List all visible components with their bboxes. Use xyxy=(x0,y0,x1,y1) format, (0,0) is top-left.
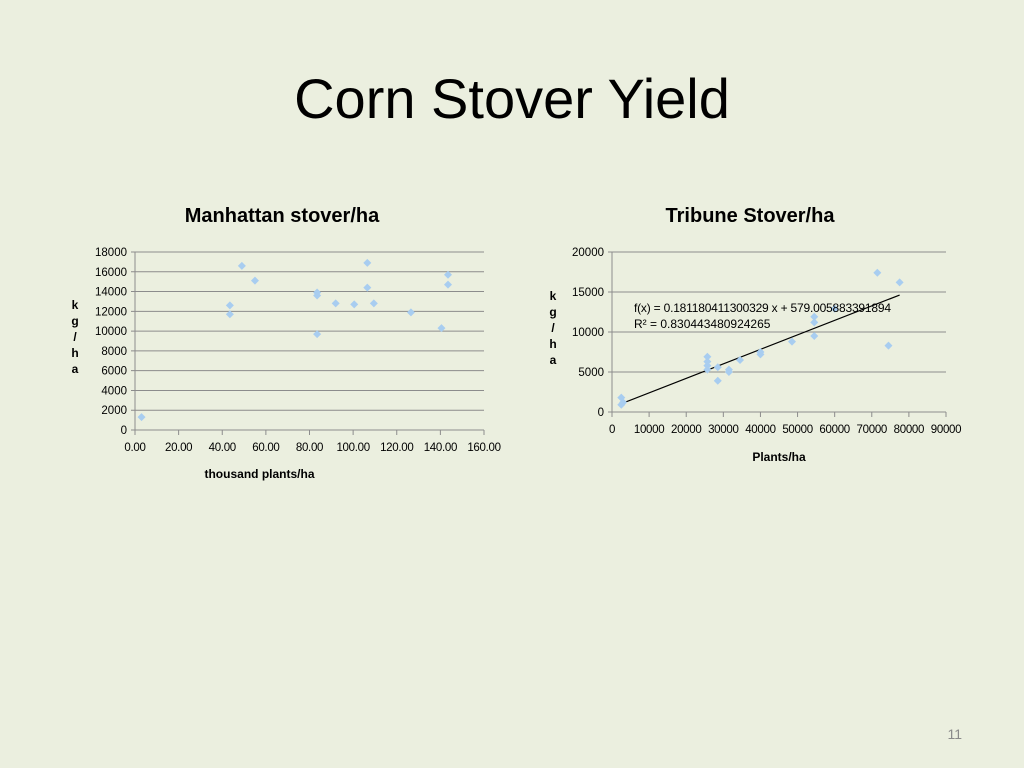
tribune-x-axis-label: Plants/ha xyxy=(752,450,806,464)
manhattan-x-tick-label: 60.00 xyxy=(252,442,279,454)
tribune-data-point xyxy=(619,398,628,407)
manhattan-x-tick-label: 40.00 xyxy=(209,442,236,454)
manhattan-data-point xyxy=(250,276,259,285)
manhattan-y-tick-label: 14000 xyxy=(95,287,127,299)
manhattan-y-tick-label: 12000 xyxy=(95,306,127,318)
tribune-data-point xyxy=(713,363,722,372)
manhattan-data-point xyxy=(437,324,446,333)
manhattan-data-point xyxy=(444,280,453,289)
manhattan-data-point xyxy=(225,301,234,310)
tribune-data-point xyxy=(756,350,765,359)
manhattan-y-axis-label: k g / h a xyxy=(71,298,78,376)
tribune-data-point xyxy=(810,312,819,321)
tribune-x-tick-label: 40000 xyxy=(745,424,775,436)
tribune-data-point xyxy=(830,304,839,313)
tribune-trendline-r2: R² = 0.830443480924265 xyxy=(634,317,771,331)
tribune-data-point xyxy=(884,341,893,350)
manhattan-y-tick-label: 2000 xyxy=(101,405,127,417)
manhattan-data-point xyxy=(369,299,378,308)
tribune-data-point xyxy=(873,268,882,277)
manhattan-x-tick-label: 100.00 xyxy=(336,442,369,454)
tribune-data-point xyxy=(713,376,722,385)
tribune-data-point xyxy=(787,337,796,346)
manhattan-chart-title: Manhattan stover/ha xyxy=(185,205,380,227)
tribune-x-tick-label: 70000 xyxy=(857,424,887,436)
tribune-y-tick-label: 5000 xyxy=(578,367,604,379)
tribune-y-tick-label: 15000 xyxy=(572,287,604,299)
tribune-trendline-equation: f(x) = 0.181180411300329 x + 579.0058833… xyxy=(634,301,891,315)
manhattan-data-point xyxy=(225,310,234,319)
manhattan-data-point xyxy=(444,270,453,279)
tribune-x-tick-label: 90000 xyxy=(931,424,961,436)
manhattan-data-point xyxy=(137,413,146,422)
tribune-y-tick-label: 0 xyxy=(598,407,604,419)
tribune-x-tick-label: 60000 xyxy=(819,424,849,436)
manhattan-y-tick-label: 8000 xyxy=(101,346,127,358)
manhattan-x-axis-label: thousand plants/ha xyxy=(204,467,314,481)
tribune-y-tick-label: 10000 xyxy=(572,327,604,339)
manhattan-data-point xyxy=(331,299,340,308)
manhattan-data-point xyxy=(237,261,246,270)
manhattan-y-tick-label: 18000 xyxy=(95,247,127,259)
manhattan-y-tick-label: 16000 xyxy=(95,267,127,279)
manhattan-data-point xyxy=(406,308,415,317)
slide-title: Corn Stover Yield xyxy=(294,67,730,130)
tribune-chart-title: Tribune Stover/ha xyxy=(666,205,836,227)
tribune-y-tick-label: 20000 xyxy=(572,247,604,259)
slide-number: 11 xyxy=(947,726,962,742)
tribune-x-tick-label: 10000 xyxy=(634,424,664,436)
tribune-x-tick-label: 20000 xyxy=(671,424,701,436)
manhattan-x-tick-label: 20.00 xyxy=(165,442,192,454)
manhattan-x-tick-label: 80.00 xyxy=(296,442,323,454)
manhattan-y-tick-label: 4000 xyxy=(101,385,127,397)
tribune-data-point xyxy=(895,278,904,287)
tribune-x-tick-label: 0 xyxy=(609,424,615,436)
tribune-data-point xyxy=(810,318,819,327)
tribune-x-tick-label: 50000 xyxy=(782,424,812,436)
manhattan-data-point xyxy=(363,258,372,267)
manhattan-data-point xyxy=(350,300,359,309)
manhattan-data-point xyxy=(313,291,322,300)
tribune-data-point xyxy=(724,368,733,376)
tribune-data-point xyxy=(810,332,819,340)
manhattan-x-tick-label: 120.00 xyxy=(380,442,413,454)
manhattan-x-tick-label: 160.00 xyxy=(467,442,500,454)
manhattan-x-tick-label: 140.00 xyxy=(424,442,457,454)
tribune-x-tick-label: 80000 xyxy=(894,424,924,436)
tribune-data-point xyxy=(703,365,712,374)
manhattan-data-point xyxy=(363,283,372,292)
tribune-x-tick-label: 30000 xyxy=(708,424,738,436)
manhattan-data-point xyxy=(313,330,322,339)
manhattan-y-tick-label: 10000 xyxy=(95,326,127,338)
tribune-data-point xyxy=(703,352,712,361)
manhattan-y-tick-label: 0 xyxy=(121,425,127,437)
manhattan-y-tick-label: 6000 xyxy=(101,366,127,378)
manhattan-x-tick-label: 0.00 xyxy=(124,442,145,454)
tribune-y-axis-label: k g / h a xyxy=(549,289,556,367)
tribune-data-point xyxy=(736,356,745,364)
